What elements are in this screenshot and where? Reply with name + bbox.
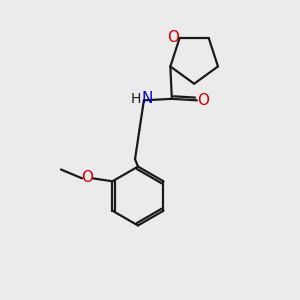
Text: H: H: [130, 92, 141, 106]
Text: O: O: [81, 170, 93, 185]
Text: O: O: [197, 93, 209, 108]
Text: N: N: [141, 91, 152, 106]
Text: O: O: [167, 30, 179, 45]
